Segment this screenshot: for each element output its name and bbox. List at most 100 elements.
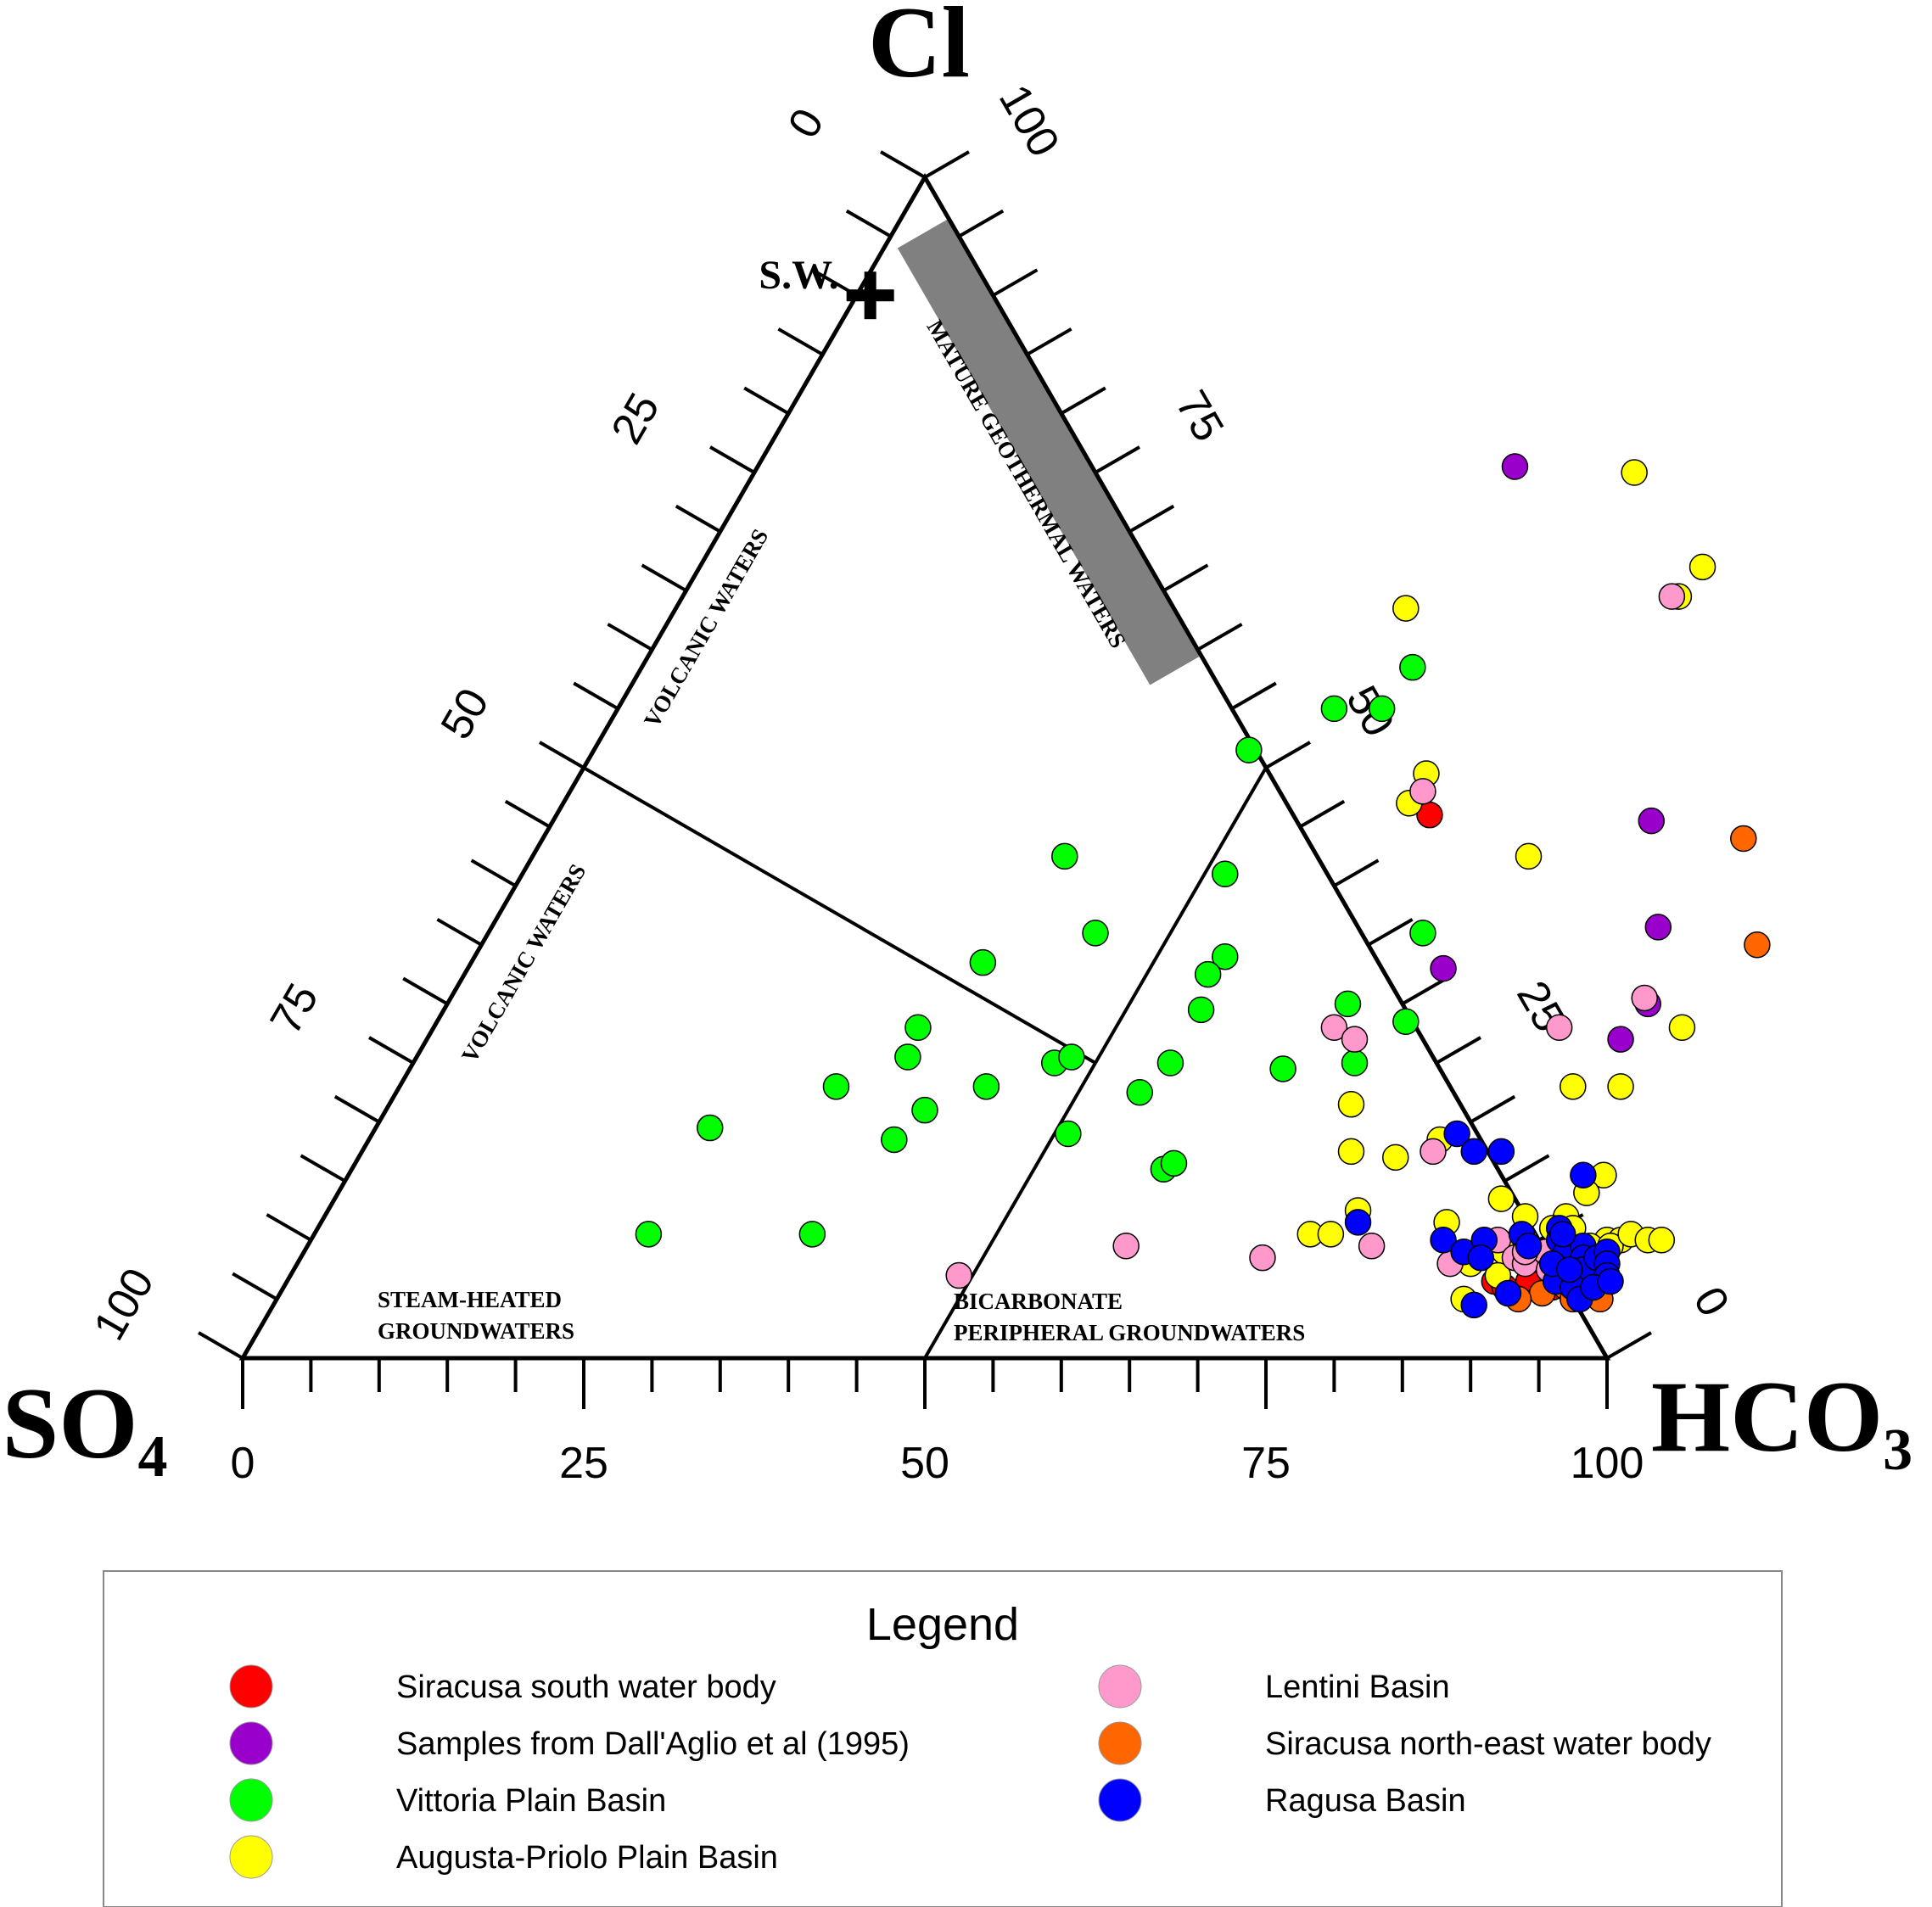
tick-label-left: 25 xyxy=(602,385,669,452)
zone-label-steam-heated: STEAM-HEATED xyxy=(378,1287,562,1312)
legend-label-vittoria: Vittoria Plain Basin xyxy=(396,1783,666,1819)
data-point-ragusa xyxy=(1548,1221,1576,1248)
data-point-lentini xyxy=(1545,1014,1573,1041)
series-dallaglio xyxy=(1430,453,1672,1053)
data-point-lentini xyxy=(1341,1026,1369,1053)
so4-base: SO xyxy=(2,1367,137,1479)
axis-title-cl: Cl xyxy=(868,0,970,98)
data-point-ragusa xyxy=(1443,1120,1470,1148)
tick-left xyxy=(470,858,517,887)
data-point-vittoria xyxy=(1194,960,1222,988)
tick-label-left: 75 xyxy=(261,976,328,1043)
legend-swatch-lentini xyxy=(1098,1664,1142,1708)
data-point-augusta xyxy=(1337,1090,1365,1118)
tick-right xyxy=(1606,1331,1652,1360)
tick-label-bottom: 50 xyxy=(900,1439,949,1488)
data-point-lentini xyxy=(1409,778,1436,805)
data-point-lentini xyxy=(1420,1138,1447,1166)
data-point-vittoria xyxy=(1235,736,1263,763)
data-point-ragusa xyxy=(1460,1291,1487,1319)
legend: Legend Siracusa south water body Samples … xyxy=(103,1570,1783,1907)
tick-left xyxy=(641,563,687,592)
axis-title-hco3: HCO3 xyxy=(1651,1360,1912,1483)
tick-left xyxy=(232,1272,278,1301)
series-ragusa xyxy=(1344,1120,1624,1319)
tick-left xyxy=(675,504,721,534)
divider-left xyxy=(583,766,1096,1065)
geothermal-band xyxy=(897,218,1201,685)
data-point-lentini xyxy=(1358,1233,1386,1260)
tick-label-left: 0 xyxy=(779,100,834,146)
legend-swatch-siracusa_south xyxy=(229,1664,273,1708)
data-point-vittoria xyxy=(1082,920,1109,947)
tick-right xyxy=(1265,741,1311,769)
tick-left xyxy=(266,1213,312,1242)
legend-title: Legend xyxy=(866,1599,1019,1650)
data-point-siracusa_ne xyxy=(1744,931,1771,959)
data-point-dallaglio xyxy=(1607,1026,1634,1053)
tick-right xyxy=(1196,623,1243,652)
data-point-augusta xyxy=(1382,1144,1409,1172)
tick-right xyxy=(1026,327,1072,356)
legend-swatch-vittoria xyxy=(229,1778,273,1822)
legend-box xyxy=(103,1570,1783,1907)
divider-right xyxy=(1094,766,1268,1065)
tick-left xyxy=(880,150,926,179)
tick-right xyxy=(1504,1154,1550,1183)
data-point-vittoria xyxy=(1051,842,1078,870)
tick-right xyxy=(1060,386,1106,416)
tick-left xyxy=(845,209,892,238)
divider-bottom xyxy=(923,1061,1097,1360)
data-point-ragusa xyxy=(1487,1138,1515,1166)
tick-label-bottom: 0 xyxy=(231,1439,255,1488)
data-point-augusta xyxy=(1392,595,1420,622)
data-point-dallaglio xyxy=(1501,453,1529,480)
tick-right xyxy=(992,268,1039,297)
tick-left xyxy=(504,799,551,829)
tick-label-bottom: 25 xyxy=(559,1439,608,1488)
tick-right xyxy=(958,209,1005,238)
data-point-ragusa xyxy=(1430,1227,1457,1254)
legend-label-augusta: Augusta-Priolo Plain Basin xyxy=(396,1840,778,1876)
so4-subscript: 4 xyxy=(138,1424,168,1490)
data-point-vittoria xyxy=(1399,653,1426,681)
hco3-subscript: 3 xyxy=(1883,1418,1912,1483)
tick-left xyxy=(743,386,790,416)
tick-right xyxy=(1128,504,1175,534)
axis-ticks xyxy=(198,150,1652,1409)
data-point-vittoria xyxy=(894,1043,921,1071)
legend-label-siracusa_ne: Siracusa north-east water body xyxy=(1265,1726,1711,1762)
tick-left xyxy=(300,1154,346,1183)
data-point-augusta xyxy=(1621,459,1648,486)
data-point-augusta xyxy=(1317,1221,1345,1248)
data-point-vittoria xyxy=(1160,1149,1188,1177)
tick-right xyxy=(1095,445,1140,474)
data-point-vittoria xyxy=(1409,920,1436,947)
data-point-vittoria xyxy=(972,1073,1000,1100)
sea-water-label: S.W. xyxy=(759,253,838,298)
tick-left xyxy=(368,1036,414,1065)
zone-label-bicarbonate: BICARBONATE xyxy=(954,1289,1123,1314)
data-point-augusta xyxy=(1648,1227,1676,1254)
tick-right xyxy=(1333,858,1380,887)
data-point-ragusa xyxy=(1460,1138,1487,1166)
data-point-vittoria xyxy=(1126,1079,1154,1106)
data-point-vittoria xyxy=(969,948,997,976)
data-point-ragusa xyxy=(1494,1279,1522,1307)
data-point-vittoria xyxy=(1055,1120,1082,1148)
sea-water-cross-v xyxy=(864,271,876,320)
data-point-vittoria xyxy=(1334,990,1362,1018)
tick-label-bottom: 100 xyxy=(1571,1439,1644,1488)
zone-label-bicarbonate: PERIPHERAL GROUNDWATERS xyxy=(954,1320,1305,1345)
tick-right xyxy=(1436,1036,1481,1065)
data-point-ragusa xyxy=(1556,1255,1583,1283)
data-point-ragusa xyxy=(1467,1244,1495,1272)
sea-water-marker: S.W. xyxy=(759,253,894,320)
triangle-frame xyxy=(238,173,1611,1361)
data-point-ragusa xyxy=(1344,1209,1372,1236)
data-point-augusta xyxy=(1560,1073,1587,1100)
tick-right xyxy=(1162,563,1209,592)
series-vittoria xyxy=(635,653,1436,1248)
tick-right xyxy=(1230,681,1277,711)
